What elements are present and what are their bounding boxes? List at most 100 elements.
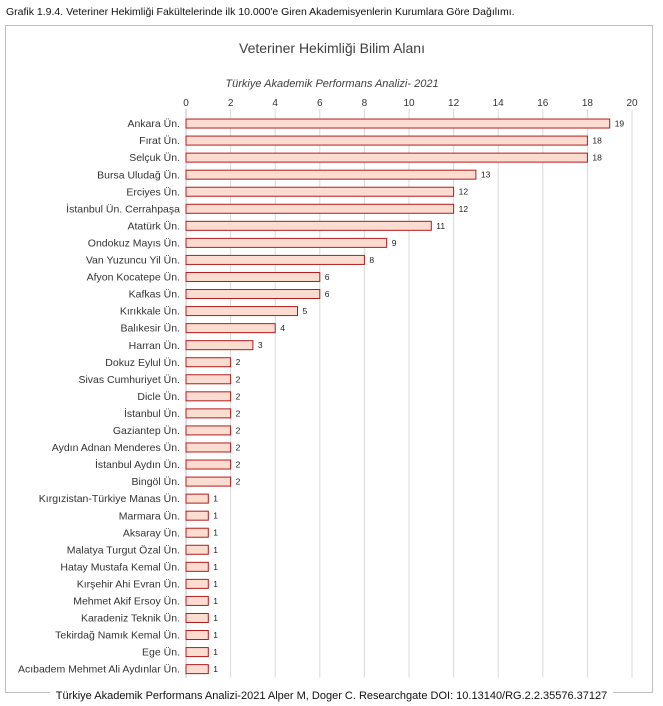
bar bbox=[185, 408, 232, 419]
bar bbox=[185, 340, 254, 351]
x-tick-label: 0 bbox=[183, 98, 189, 109]
category-label: Gaziantep Ün. bbox=[113, 425, 180, 437]
data-label: 12 bbox=[459, 187, 469, 197]
category-label: Karadeniz Teknik Ün. bbox=[81, 613, 180, 625]
category-label: İstanbul Ün. bbox=[124, 407, 180, 420]
data-label: 11 bbox=[436, 221, 445, 231]
data-label: 18 bbox=[592, 136, 602, 146]
bar bbox=[185, 289, 321, 300]
bar bbox=[185, 237, 388, 248]
bar bbox=[185, 186, 455, 197]
bar bbox=[185, 664, 209, 675]
bar bbox=[185, 271, 321, 282]
bar bbox=[185, 493, 209, 504]
bar bbox=[185, 169, 477, 180]
bar bbox=[185, 152, 588, 163]
data-label: 1 bbox=[213, 596, 218, 606]
data-label: 6 bbox=[325, 289, 330, 299]
x-tick-label: 4 bbox=[272, 98, 278, 109]
data-label: 12 bbox=[459, 204, 469, 214]
category-label: Bingöl Ün. bbox=[132, 476, 180, 488]
category-label: Kırıkkale Ün. bbox=[120, 306, 180, 318]
chart-frame: Veteriner Hekimliği Bilim Alanı Türkiye … bbox=[5, 25, 653, 693]
bar bbox=[185, 544, 209, 555]
x-tick-label: 20 bbox=[626, 98, 638, 109]
bar bbox=[185, 510, 209, 521]
category-label: Erciyes Ün. bbox=[126, 186, 180, 198]
bar bbox=[185, 561, 209, 572]
category-label: Balıkesir Ün. bbox=[120, 323, 180, 335]
chart-title: Veteriner Hekimliği Bilim Alanı bbox=[239, 40, 425, 56]
x-tick-label: 16 bbox=[537, 98, 549, 109]
bar bbox=[185, 630, 209, 641]
bar bbox=[185, 578, 209, 589]
data-label: 2 bbox=[236, 357, 241, 367]
data-label: 1 bbox=[213, 562, 218, 572]
category-label: Kırgızistan-Türkiye Manas Ün. bbox=[39, 493, 180, 505]
x-tick-label: 14 bbox=[493, 98, 505, 109]
data-label: 19 bbox=[615, 119, 625, 129]
bar bbox=[185, 254, 365, 265]
data-label: 1 bbox=[213, 528, 218, 538]
bar bbox=[185, 425, 232, 436]
data-label: 2 bbox=[236, 477, 241, 487]
category-label: Kırşehir Ahi Evran Ün. bbox=[77, 578, 180, 590]
category-label: Dicle Ün. bbox=[137, 391, 180, 403]
bar bbox=[185, 595, 209, 606]
bar-chart: Veteriner Hekimliği Bilim Alanı Türkiye … bbox=[18, 40, 638, 678]
x-tick-label: 12 bbox=[448, 98, 460, 109]
bar bbox=[185, 442, 232, 453]
footer-text: Türkiye Akademik Performans Analizi-2021… bbox=[49, 690, 614, 702]
data-label: 2 bbox=[236, 408, 241, 418]
bar bbox=[185, 323, 276, 334]
category-label: Hatay Mustafa Kemal Ün. bbox=[60, 561, 180, 573]
x-tick-label: 18 bbox=[582, 98, 594, 109]
x-tick-label: 10 bbox=[403, 98, 415, 109]
bar bbox=[185, 374, 232, 385]
data-label: 1 bbox=[213, 630, 218, 640]
x-tick-label: 2 bbox=[228, 98, 234, 109]
data-label: 1 bbox=[213, 647, 218, 657]
x-tick-label: 8 bbox=[362, 98, 368, 109]
data-label: 4 bbox=[280, 323, 285, 333]
category-label: Dokuz Eylul Ün. bbox=[105, 357, 180, 369]
data-label: 9 bbox=[392, 238, 397, 248]
category-label: Harran Ün. bbox=[129, 340, 180, 352]
bar bbox=[185, 203, 455, 214]
data-label: 1 bbox=[213, 545, 218, 555]
data-label: 1 bbox=[213, 664, 218, 674]
category-label: Fırat Ün. bbox=[139, 135, 180, 147]
bar bbox=[185, 391, 232, 402]
category-label: İstanbul Ün. Cerrahpaşa bbox=[66, 202, 180, 215]
figure-caption: Grafik 1.9.4. Veteriner Hekimliği Fakült… bbox=[6, 6, 515, 18]
category-label: Malatya Turgut Özal Ün. bbox=[67, 544, 180, 556]
data-label: 18 bbox=[592, 153, 602, 163]
bar bbox=[185, 476, 232, 487]
data-label: 1 bbox=[213, 579, 218, 589]
category-label: Mehmet Akif Ersoy Ün. bbox=[73, 596, 180, 608]
category-label: Atatürk Ün. bbox=[127, 220, 180, 232]
footer-citation: Türkiye Akademik Performans Analizi-2021… bbox=[0, 686, 663, 704]
category-label: Ankara Ün. bbox=[127, 118, 180, 130]
data-label: 5 bbox=[303, 306, 308, 316]
data-label: 8 bbox=[369, 255, 374, 265]
bar bbox=[185, 306, 298, 317]
category-label: Marmara Ün. bbox=[119, 510, 180, 522]
bar bbox=[185, 612, 209, 623]
bar bbox=[185, 459, 232, 470]
category-label: Sivas Cumhuriyet Ün. bbox=[78, 374, 180, 386]
bar bbox=[185, 527, 209, 538]
bar bbox=[185, 357, 232, 368]
data-label: 1 bbox=[213, 613, 218, 623]
chart-subtitle: Türkiye Akademik Performans Analizi- 202… bbox=[225, 78, 438, 90]
category-label: Aydın Adnan Menderes Ün. bbox=[52, 442, 180, 454]
category-label: Bursa Uludağ Ün. bbox=[97, 169, 180, 181]
category-label: İstanbul Aydın Ün. bbox=[95, 458, 180, 471]
data-label: 2 bbox=[236, 442, 241, 452]
data-label: 6 bbox=[325, 272, 330, 282]
category-label: Tekirdağ Namık Kemal Ün. bbox=[55, 630, 180, 642]
data-label: 13 bbox=[481, 170, 491, 180]
data-label: 1 bbox=[213, 494, 218, 504]
category-label: Ondokuz Mayıs Ün. bbox=[88, 237, 180, 249]
